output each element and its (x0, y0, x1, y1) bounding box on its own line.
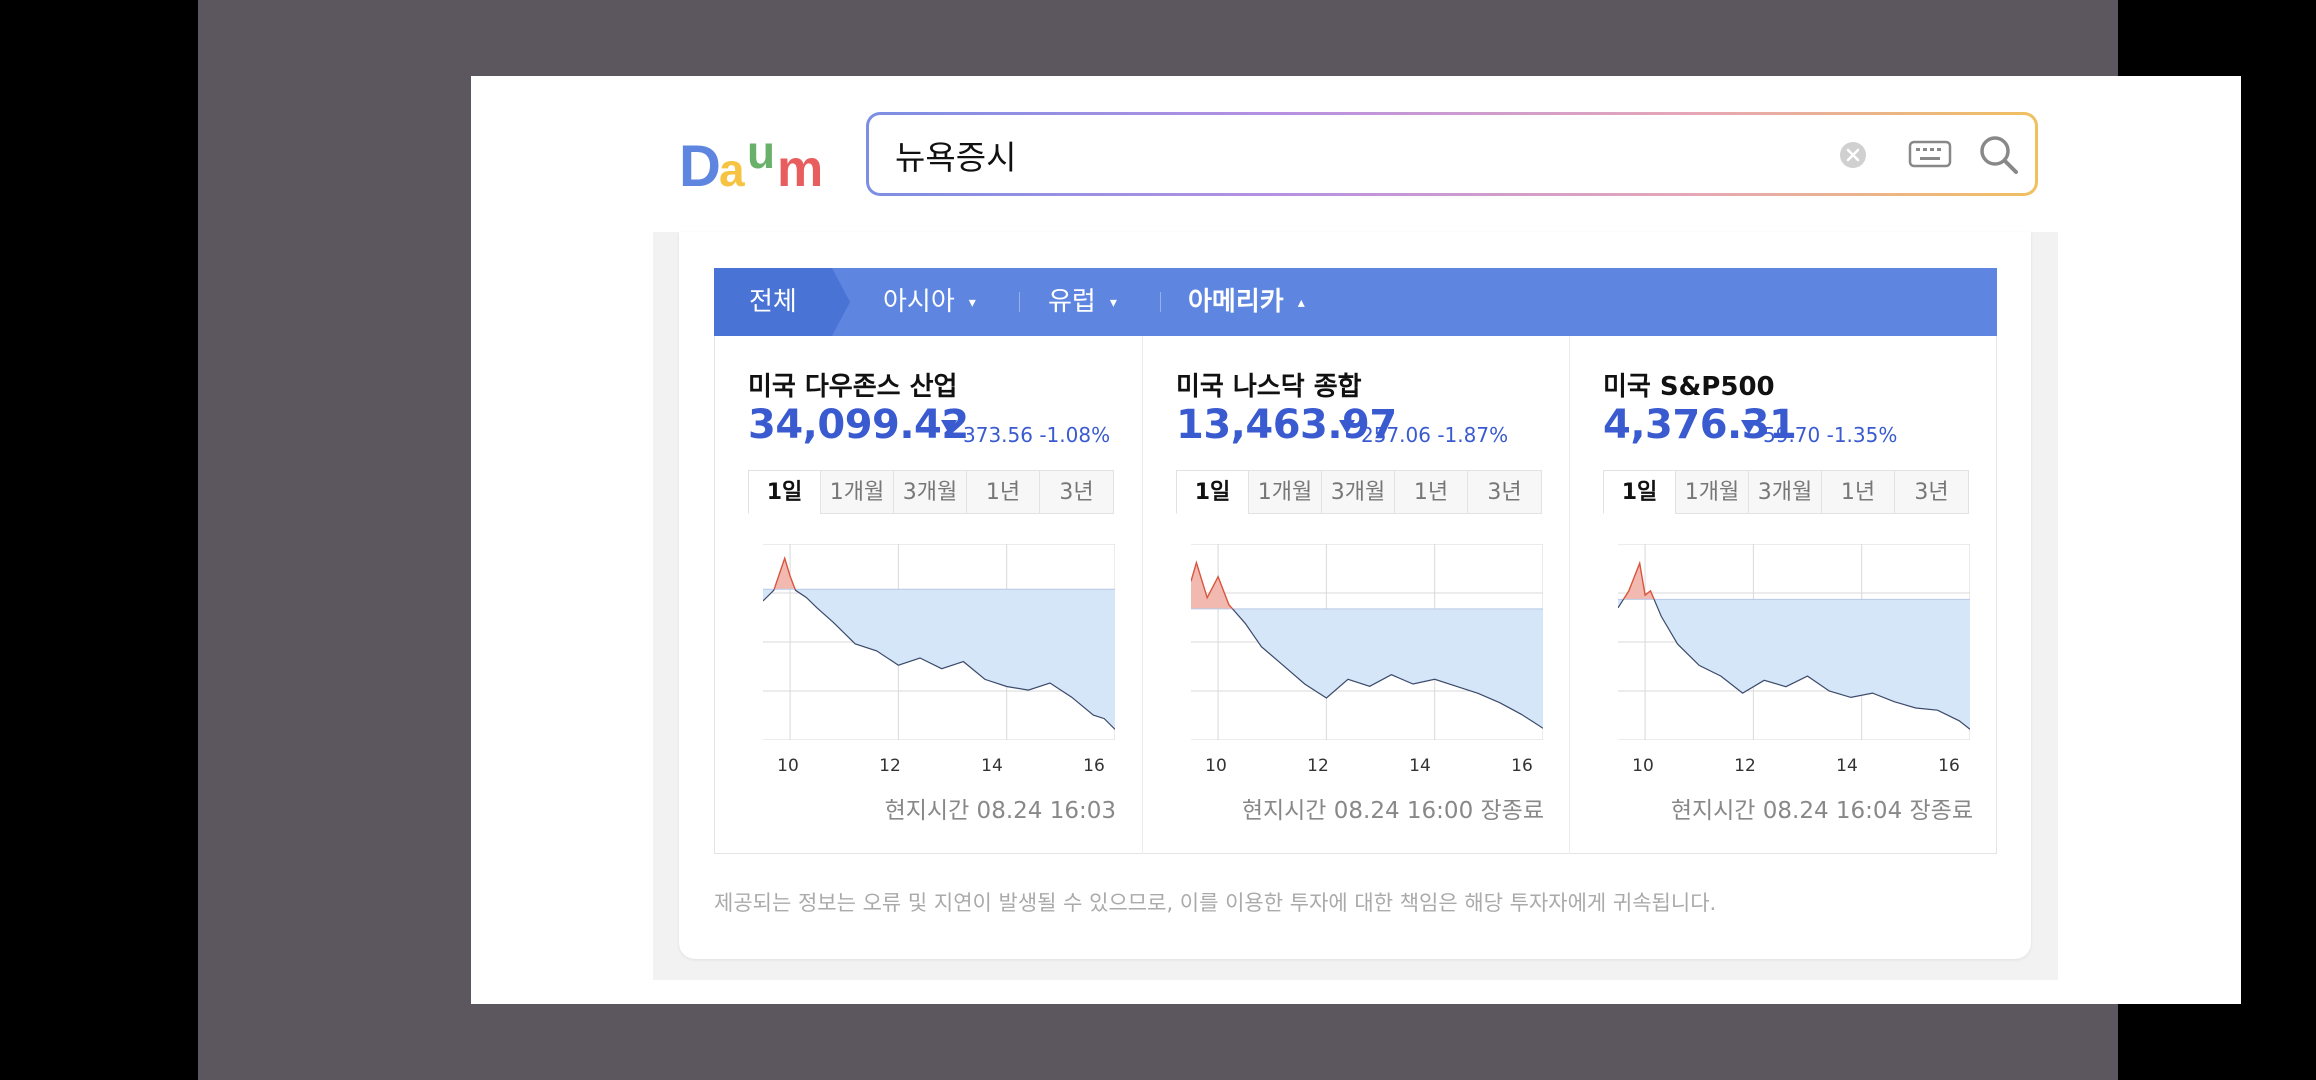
x-tick: 16 (1083, 756, 1105, 776)
down-arrow-icon (1741, 420, 1757, 434)
index-timestamp: 현지시간 08.24 16:00 장종료 (1241, 798, 1544, 824)
stock-card: 전체 아시아 ▾ 유럽 ▾ 아메리카 ▴ (679, 232, 2031, 959)
period-tab-1y[interactable]: 1년 (1394, 470, 1468, 514)
index-change: 59.70 -1.35% (1763, 423, 1898, 447)
down-area (763, 589, 1115, 730)
intraday-chart[interactable] (1191, 544, 1543, 740)
x-tick: 12 (879, 756, 901, 776)
caret-down-icon: ▾ (968, 295, 976, 311)
daum-logo[interactable]: D a u m (679, 128, 839, 198)
down-arrow-icon (941, 420, 957, 434)
x-tick: 14 (981, 756, 1003, 776)
index-value: 4,376.31 (1603, 402, 1797, 448)
up-area (1623, 563, 1655, 600)
disclaimer-text: 제공되는 정보는 오류 및 지연이 발생될 수 있으므로, 이를 이용한 투자에… (714, 891, 1717, 915)
period-tab-1d[interactable]: 1일 (1176, 470, 1249, 514)
period-tab-1m[interactable]: 1개월 (1248, 470, 1322, 514)
tab-divider (1160, 292, 1161, 312)
index-value: 13,463.97 (1176, 402, 1397, 448)
svg-text:u: u (747, 128, 775, 178)
x-axis-ticks: 10 12 14 16 (1191, 756, 1543, 780)
index-name[interactable]: 미국 다우존스 산업 (748, 372, 958, 402)
index-timestamp: 현지시간 08.24 16:03 (884, 798, 1116, 824)
tab-all[interactable]: 전체 (749, 268, 797, 336)
down-area (1191, 608, 1543, 729)
x-tick: 14 (1409, 756, 1431, 776)
index-change: 257.06 -1.87% (1361, 423, 1509, 447)
period-tab-3y[interactable]: 3년 (1467, 470, 1542, 514)
period-tab-1m[interactable]: 1개월 (1675, 470, 1749, 514)
x-tick: 12 (1307, 756, 1329, 776)
period-tabs: 1일 1개월 3개월 1년 3년 (748, 470, 1114, 514)
index-panel-sp500: 미국 S&P500 4,376.31 59.70 -1.35% 1일 1개월 3… (1569, 336, 1999, 854)
price-line-down (763, 589, 1115, 730)
x-tick: 12 (1734, 756, 1756, 776)
region-tabbar: 전체 아시아 ▾ 유럽 ▾ 아메리카 ▴ (714, 268, 1997, 336)
x-tick: 16 (1938, 756, 1960, 776)
search-inner (869, 115, 2035, 193)
period-tab-3m[interactable]: 3개월 (1748, 470, 1822, 514)
up-area (774, 558, 796, 590)
tab-europe-label: 유럽 (1048, 287, 1096, 317)
period-tab-3y[interactable]: 3년 (1894, 470, 1969, 514)
tab-europe[interactable]: 유럽 ▾ (1048, 268, 1117, 336)
keyboard-icon[interactable] (1908, 139, 1952, 169)
price-line-up (1191, 560, 1234, 609)
index-value: 34,099.42 (748, 402, 969, 448)
x-tick: 10 (777, 756, 799, 776)
price-line-down (1231, 608, 1543, 729)
index-timestamp: 현지시간 08.24 16:04 장종료 (1670, 798, 1973, 824)
tab-america-label: 아메리카 (1188, 287, 1284, 317)
period-tab-1d[interactable]: 1일 (748, 470, 821, 514)
intraday-chart[interactable] (763, 544, 1115, 740)
price-line-up (1622, 560, 1655, 600)
index-panel-dow: 미국 다우존스 산업 34,099.42 373.56 -1.08% 1일 1개… (715, 336, 1142, 854)
tab-asia-label: 아시아 (883, 287, 955, 317)
index-name[interactable]: 미국 S&P500 (1603, 372, 1775, 402)
tab-all-bg (714, 268, 850, 336)
svg-text:a: a (719, 144, 745, 196)
tab-divider (1019, 292, 1020, 312)
price-line-down (1618, 599, 1970, 730)
caret-up-icon: ▴ (1297, 295, 1305, 311)
tab-all-label: 전체 (749, 287, 797, 317)
period-tabs: 1일 1개월 3개월 1년 3년 (1176, 470, 1542, 514)
svg-text:m: m (777, 140, 823, 198)
tab-america[interactable]: 아메리카 ▴ (1188, 268, 1305, 336)
search-icon[interactable] (1977, 133, 2019, 175)
screen-frame: D a u m (198, 0, 2241, 1080)
result-shell: 전체 아시아 ▾ 유럽 ▾ 아메리카 ▴ (653, 232, 2058, 980)
x-axis-ticks: 10 12 14 16 (763, 756, 1115, 780)
svg-text:D: D (679, 134, 721, 198)
index-change: 373.56 -1.08% (963, 423, 1111, 447)
x-tick: 14 (1836, 756, 1858, 776)
x-tick: 16 (1511, 756, 1533, 776)
caret-down-icon: ▾ (1109, 295, 1117, 311)
period-tab-3y[interactable]: 3년 (1039, 470, 1114, 514)
period-tab-3m[interactable]: 3개월 (893, 470, 967, 514)
x-tick: 10 (1205, 756, 1227, 776)
index-panel-nasdaq: 미국 나스닥 종합 13,463.97 257.06 -1.87% 1일 1개월… (1142, 336, 1570, 854)
period-tab-1y[interactable]: 1년 (1821, 470, 1895, 514)
down-area (1618, 599, 1970, 730)
search-input[interactable] (893, 127, 1797, 183)
down-arrow-icon (1339, 420, 1355, 434)
period-tabs: 1일 1개월 3개월 1년 3년 (1603, 470, 1969, 514)
period-tab-1d[interactable]: 1일 (1603, 470, 1676, 514)
page: D a u m (471, 76, 2241, 1004)
period-tab-3m[interactable]: 3개월 (1321, 470, 1395, 514)
tab-asia[interactable]: 아시아 ▾ (883, 268, 976, 336)
up-area (1191, 562, 1233, 609)
index-name[interactable]: 미국 나스닥 종합 (1176, 372, 1362, 402)
period-tab-1y[interactable]: 1년 (966, 470, 1040, 514)
search-box (866, 112, 2038, 196)
clear-icon[interactable] (1838, 140, 1868, 170)
intraday-chart[interactable] (1618, 544, 1970, 740)
x-tick: 10 (1632, 756, 1654, 776)
period-tab-1m[interactable]: 1개월 (820, 470, 894, 514)
index-panels: 미국 다우존스 산업 34,099.42 373.56 -1.08% 1일 1개… (714, 336, 1997, 854)
x-axis-ticks: 10 12 14 16 (1618, 756, 1970, 780)
price-line-up (773, 556, 796, 590)
